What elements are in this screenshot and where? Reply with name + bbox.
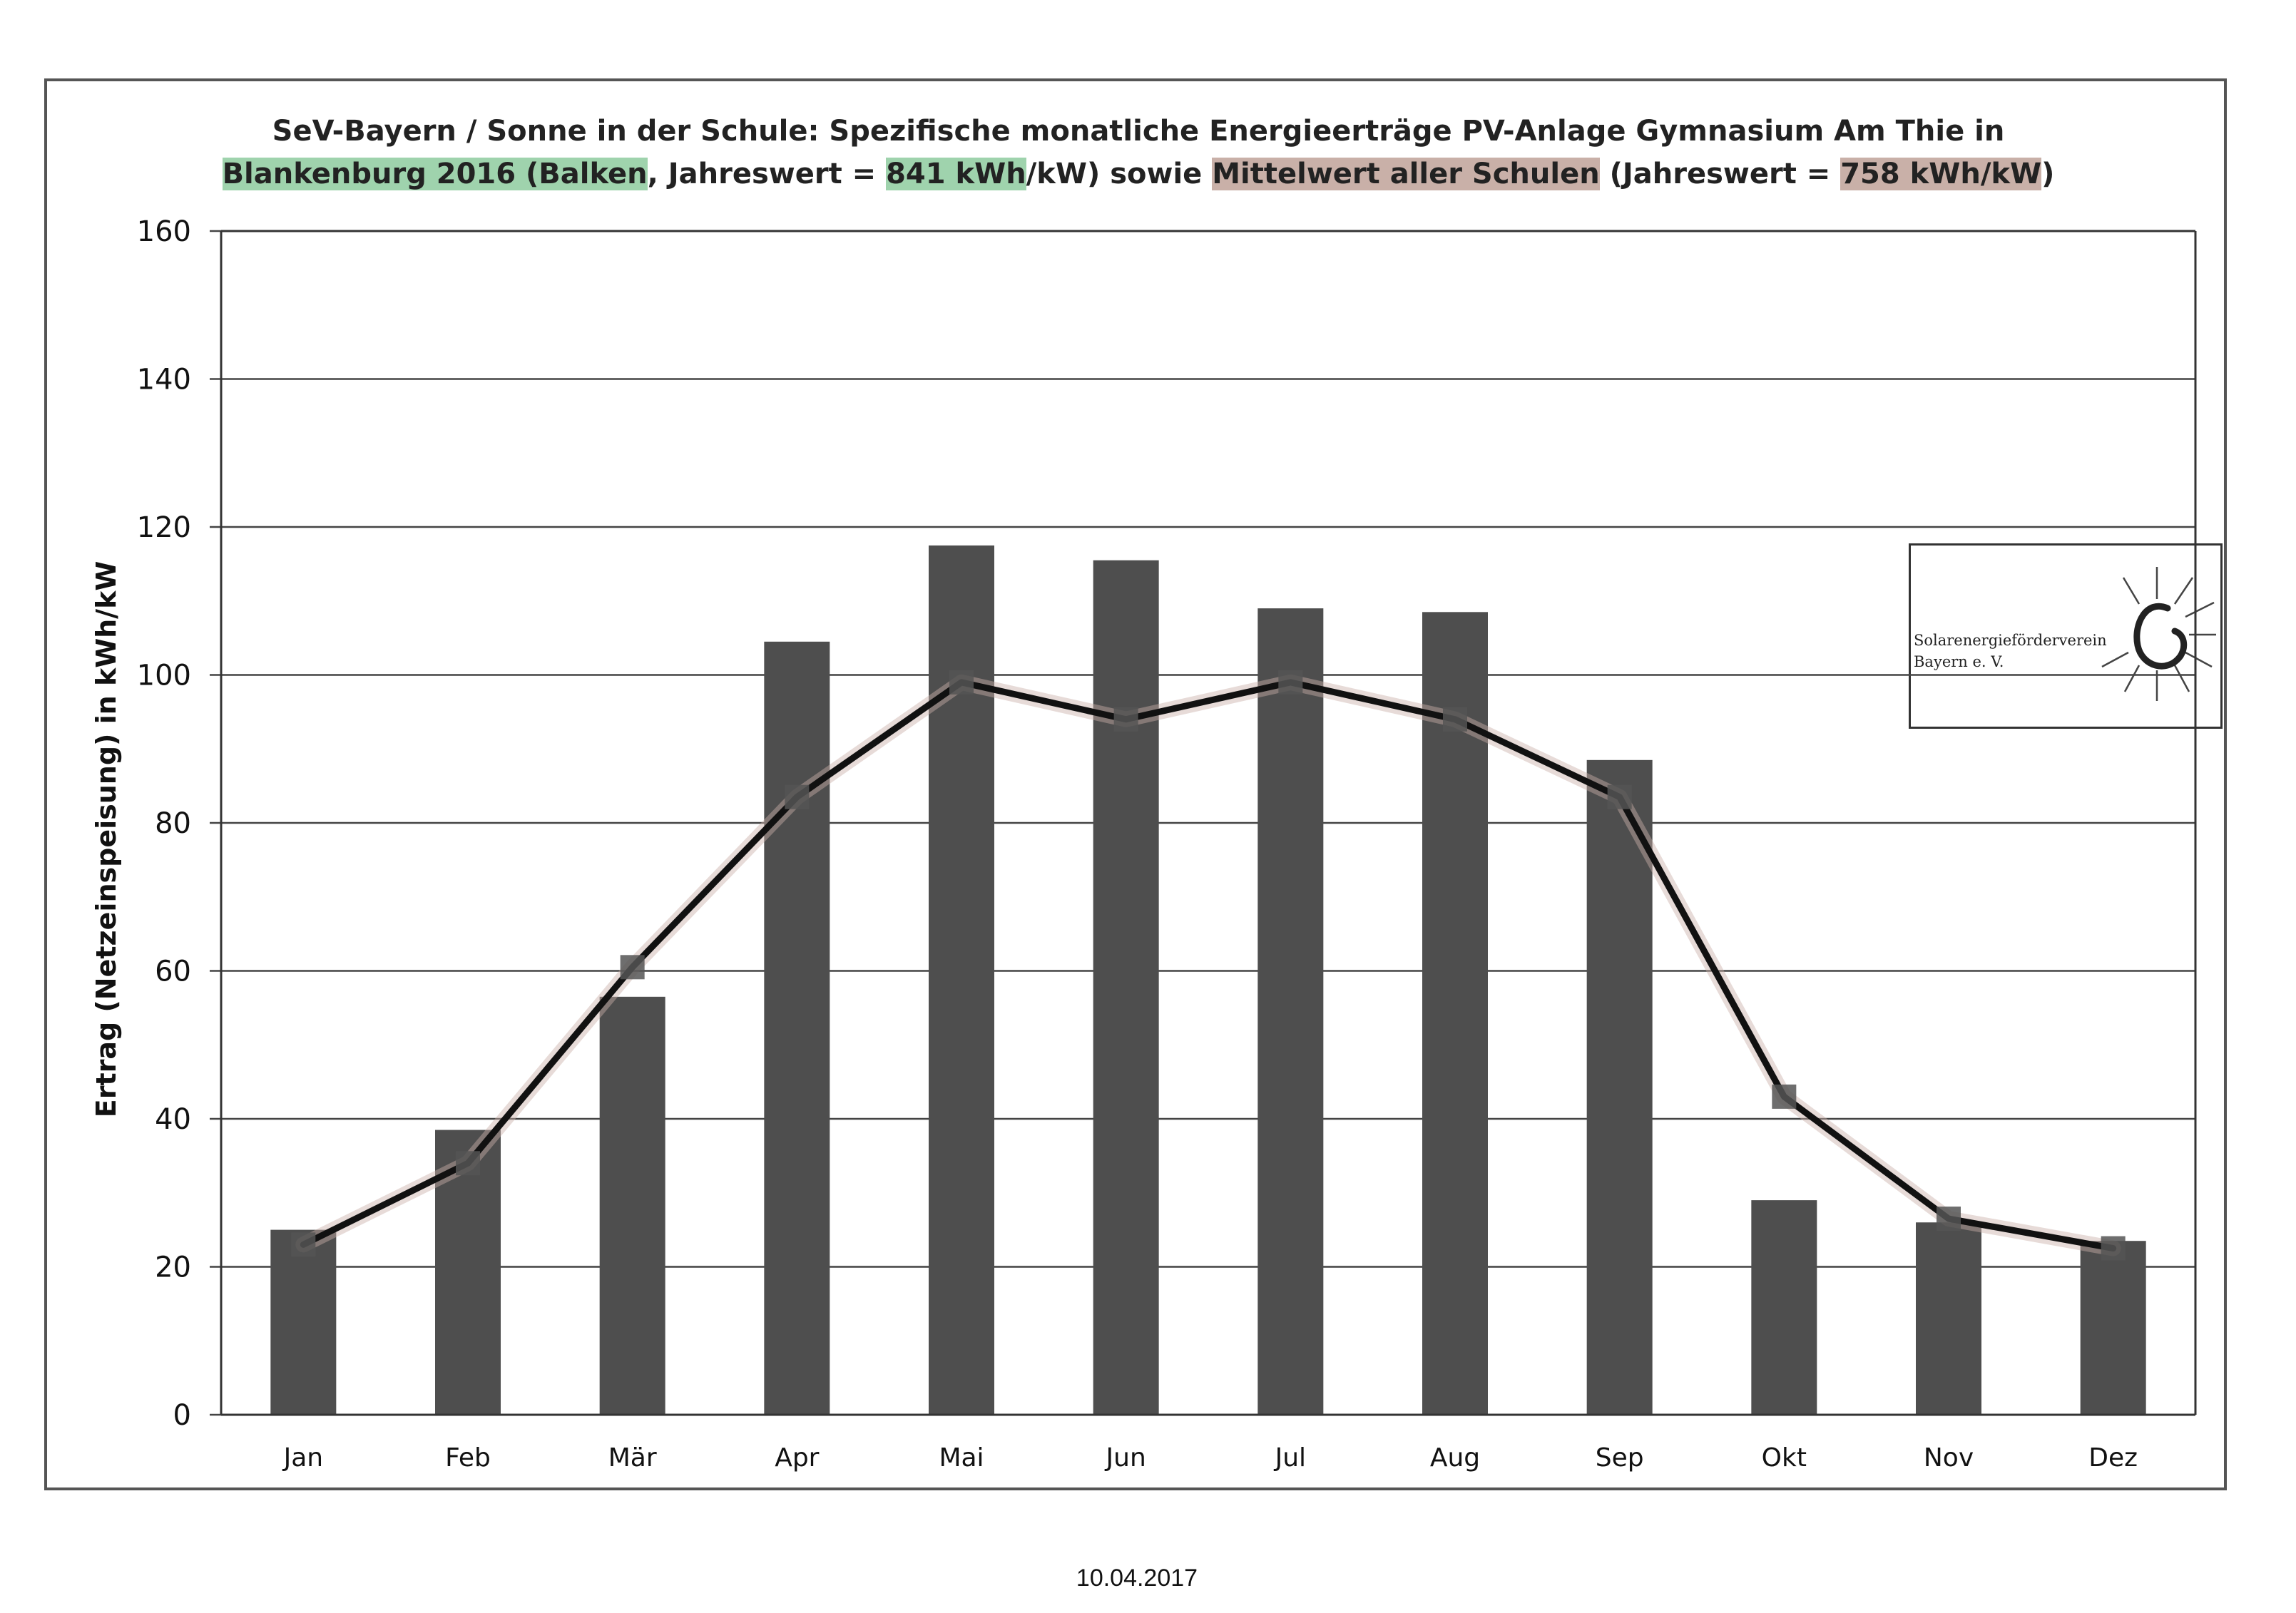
average-marker-Mär (620, 955, 645, 980)
x-tick-label-Apr: Apr (775, 1443, 819, 1473)
y-axis-label: Ertrag (Netzeinspeisung) in kWh/kW (91, 561, 122, 1118)
logo-text: Solarenergieförderverein Bayern e. V. (1914, 630, 2128, 672)
x-tick-label-Mai: Mai (939, 1443, 984, 1473)
sun-icon (2101, 567, 2216, 701)
logo: Solarenergieförderverein Bayern e. V. (1909, 543, 2223, 729)
x-tick-label-Okt: Okt (1762, 1443, 1807, 1473)
bar-Jan (270, 1229, 337, 1415)
bar-Apr (764, 641, 830, 1415)
x-tick-labels: Jan Feb Mär Apr Mai Jun Jul Aug Sep Okt Nov Dez (282, 1443, 2138, 1473)
chart-title: SeV-Bayern / Sonne in der Schule: Spezif… (47, 110, 2230, 195)
average-marker-Aug (1443, 707, 1467, 732)
bar-series (270, 545, 2146, 1415)
title-line-2: Blankenburg 2016 (Balken, Jahreswert = 8… (47, 153, 2230, 195)
chart-frame: SeV-Bayern / Sonne in der Schule: Spezif… (44, 78, 2227, 1490)
average-marker-Jun (1113, 707, 1138, 732)
average-marker-Jan (291, 1232, 316, 1257)
y-tick-labels: 0 20 40 60 80 100 120 140 160 (137, 215, 191, 1432)
average-marker-Okt (1772, 1084, 1797, 1109)
y-tick-label-80: 80 (155, 807, 191, 840)
x-tick-label-Nov: Nov (1924, 1443, 1974, 1473)
x-tick-label-Jul: Jul (1274, 1443, 1306, 1473)
y-tick-label-100: 100 (137, 660, 191, 692)
bar-Jul (1257, 608, 1324, 1415)
y-tick-label-160: 160 (137, 215, 191, 248)
title-text: (Jahreswert = (1599, 158, 1841, 190)
x-tick-label-Jun: Jun (1105, 1443, 1146, 1473)
average-line-shadow (295, 674, 2121, 1256)
axes (220, 230, 2197, 1416)
x-tick-label-Feb: Feb (445, 1443, 491, 1473)
y-tick-label-40: 40 (155, 1103, 191, 1136)
average-marker-Jul (1278, 670, 1303, 695)
average-marker-Feb (456, 1151, 480, 1176)
bar-Mär (599, 996, 665, 1415)
title-text: /kW) sowie (1026, 158, 1213, 190)
title-highlight-average-value: 758 kWh/kW (1840, 158, 2042, 190)
x-tick-label-Dez: Dez (2088, 1443, 2138, 1473)
average-marker-Dez (2101, 1236, 2126, 1261)
gridlines (210, 230, 2195, 1416)
bar-Nov (1916, 1222, 1981, 1415)
footer-date: 10.04.2017 (1076, 1565, 1198, 1592)
title-highlight-school-value: 841 kWh (886, 158, 1026, 190)
average-markers (291, 670, 2126, 1261)
title-highlight-average: Mittelwert aller Schulen (1212, 158, 1600, 190)
bar-Sep (1586, 759, 1653, 1415)
title-text: ) (2041, 158, 2055, 190)
x-tick-label-Sep: Sep (1596, 1443, 1644, 1473)
bar-Jun (1093, 560, 1159, 1415)
bar-Okt (1751, 1200, 1817, 1415)
average-line (300, 679, 2117, 1252)
bar-Dez (2080, 1241, 2146, 1415)
y-tick-label-60: 60 (155, 956, 191, 988)
x-tick-label-Jan: Jan (282, 1443, 324, 1473)
logo-line-1: Solarenergieförderverein (1914, 632, 2107, 649)
y-tick-label-0: 0 (173, 1399, 191, 1432)
y-tick-label-120: 120 (137, 511, 191, 544)
average-marker-Mai (949, 670, 974, 695)
title-highlight-school: Blankenburg 2016 (Balken (222, 158, 648, 190)
bar-Aug (1422, 612, 1488, 1415)
x-tick-label-Mär: Mär (608, 1443, 657, 1473)
y-tick-label-140: 140 (137, 364, 191, 396)
average-marker-Nov (1937, 1207, 1961, 1231)
title-text: , Jahreswert = (647, 158, 887, 190)
x-tick-label-Aug: Aug (1430, 1443, 1480, 1473)
average-marker-Apr (785, 784, 810, 809)
y-tick-label-20: 20 (155, 1251, 191, 1284)
average-line-series (295, 674, 2121, 1256)
average-marker-Sep (1607, 784, 1632, 809)
title-line-1: SeV-Bayern / Sonne in der Schule: Spezif… (272, 115, 2005, 148)
logo-line-2: Bayern e. V. (1914, 653, 2004, 670)
